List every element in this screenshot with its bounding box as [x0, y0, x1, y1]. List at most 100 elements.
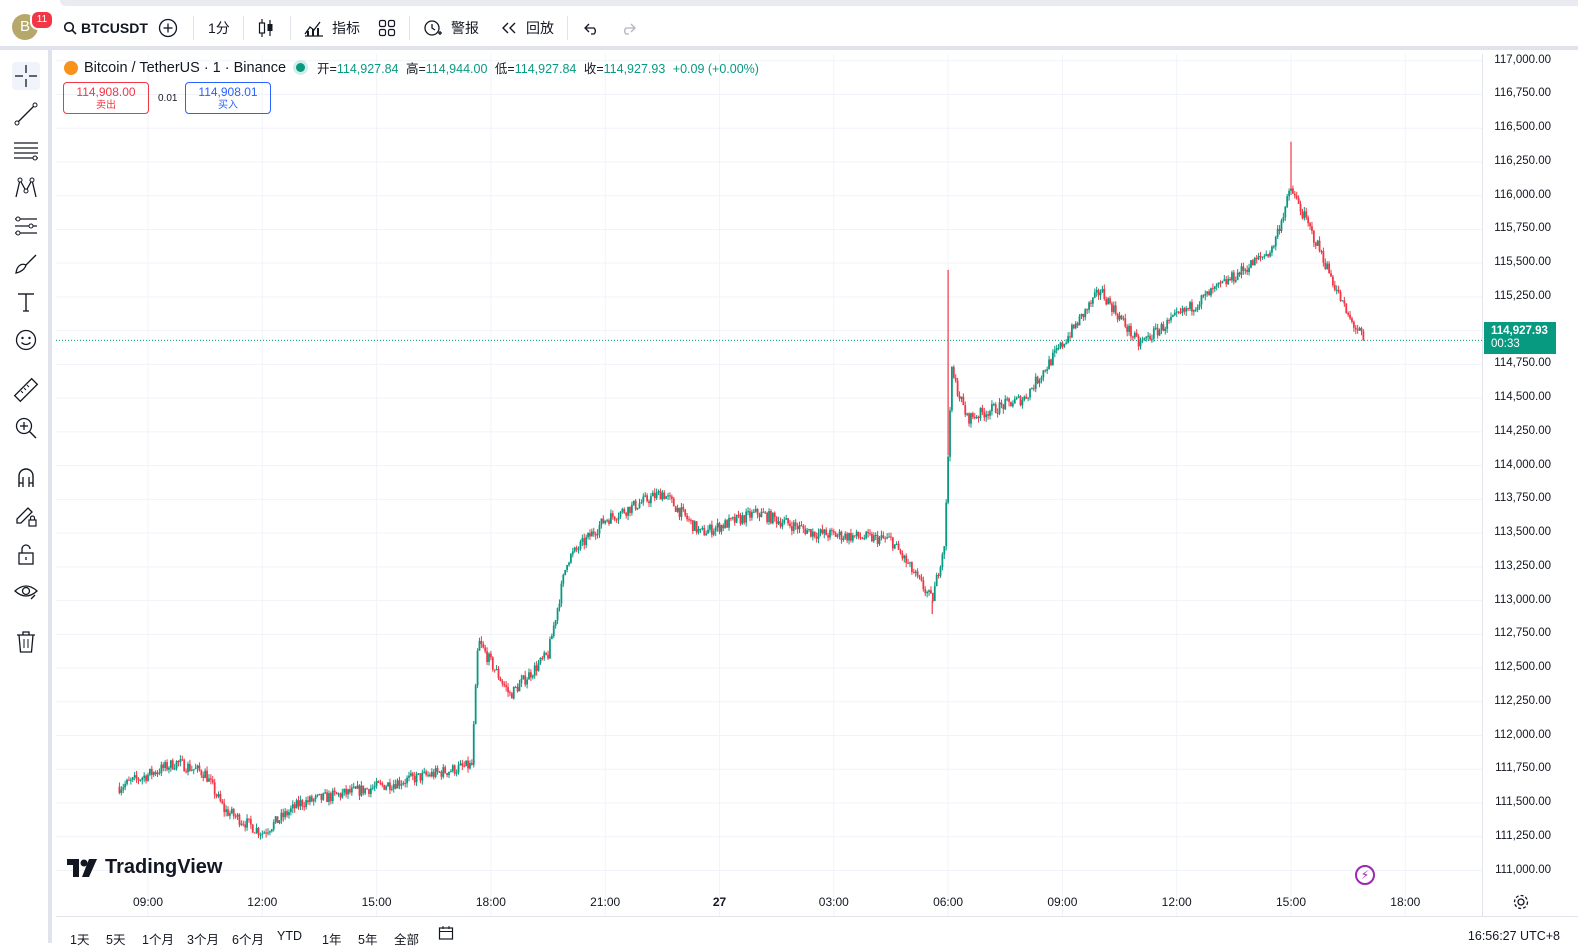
candle-body [564, 569, 567, 575]
candle-body [1236, 272, 1239, 280]
candle-body [1063, 343, 1066, 347]
candle-body [1154, 327, 1157, 329]
candle-body [931, 593, 934, 601]
range-button[interactable]: 1个月 [142, 933, 174, 947]
candle-body [994, 404, 997, 413]
magnet-tool[interactable] [12, 464, 40, 492]
candle-body [1112, 305, 1115, 312]
candle-body [1280, 220, 1283, 231]
range-button[interactable]: YTD [277, 929, 302, 943]
range-button[interactable]: 5天 [106, 933, 126, 947]
candle-body [213, 782, 216, 795]
price-tick-label: 112,000.00 [1494, 728, 1551, 741]
chart-settings-button[interactable] [1512, 893, 1530, 916]
candle-body [573, 547, 576, 552]
candle-body [126, 779, 128, 784]
interval-button[interactable]: 1分 [208, 20, 230, 36]
candle-body [726, 520, 729, 528]
candle-body [1307, 217, 1310, 224]
candle-body [1133, 332, 1136, 338]
ohlc-values: 开=114,927.84 高=114,944.00 低=114,927.84 收… [317, 58, 763, 77]
candle-body [427, 774, 429, 776]
emoji-tool[interactable] [12, 326, 40, 354]
layouts-button[interactable] [378, 14, 396, 42]
range-button[interactable]: 1年 [322, 933, 342, 947]
zoom-tool[interactable] [12, 414, 40, 442]
candle-body [470, 762, 473, 765]
candle-body [301, 800, 304, 807]
candle-body [1227, 278, 1230, 285]
candle-body [198, 765, 201, 771]
range-button[interactable]: 3个月 [187, 933, 219, 947]
brush-tool[interactable] [12, 250, 40, 278]
candle-body [1358, 328, 1361, 331]
candle-body [869, 533, 871, 535]
indicators-button[interactable]: 指标 [304, 14, 360, 42]
trend-line-tool[interactable] [12, 100, 40, 128]
timezone-clock[interactable]: 16:56:27 UTC+8 [1467, 929, 1560, 943]
candle-body [368, 789, 370, 794]
candle-body [602, 518, 605, 524]
candle-body [364, 788, 367, 794]
remove-drawings-tool[interactable] [12, 628, 40, 656]
high-label: 高= [405, 62, 426, 76]
forecast-tool[interactable] [12, 212, 40, 240]
candle-body [1023, 396, 1026, 401]
candle-body [703, 527, 706, 536]
range-button[interactable]: 全部 [394, 933, 420, 947]
candle-body [251, 824, 254, 833]
candle-body [289, 808, 292, 812]
candle-body [964, 405, 967, 415]
alert-button[interactable]: 警报 [423, 14, 479, 42]
redo-button[interactable] [620, 14, 638, 42]
candle-body [411, 773, 414, 777]
crosshair-tool[interactable] [12, 62, 40, 90]
range-button[interactable]: 5年 [358, 933, 378, 947]
hide-drawings-tool[interactable] [12, 577, 40, 605]
candle-body [970, 413, 972, 424]
candle-body [558, 603, 561, 609]
range-button[interactable]: 1天 [70, 933, 90, 947]
candle-body [632, 500, 635, 505]
pattern-tool[interactable] [12, 174, 40, 202]
chart-type-button[interactable] [257, 14, 275, 42]
candle-body [853, 535, 856, 537]
text-tool[interactable] [12, 288, 40, 316]
text-icon [18, 293, 34, 312]
price-axis[interactable]: 117,000.00 116,750.00 116,500.00 116,250.00… [1482, 54, 1563, 916]
range-button[interactable]: 6个月 [232, 933, 264, 947]
candle-body [526, 679, 528, 685]
tradingview-logo[interactable]: TradingView [67, 856, 222, 879]
candle-body [1206, 291, 1209, 294]
measure-tool[interactable] [12, 376, 40, 404]
candle-body [928, 590, 930, 592]
lock-all-tool[interactable] [12, 540, 40, 568]
time-tick-label: 06:00 [933, 895, 964, 909]
price-chart[interactable] [56, 54, 1482, 916]
candle-body [1051, 352, 1054, 366]
undo-button[interactable] [582, 14, 600, 42]
symbol-search-button[interactable]: BTCUSDT [63, 14, 148, 42]
candle-body [297, 800, 300, 807]
calendar-icon[interactable] [438, 925, 454, 944]
candle-body [314, 795, 317, 800]
candle-body [400, 784, 403, 786]
candle-body [1147, 335, 1150, 337]
candle-body [200, 770, 203, 776]
candle-body [394, 784, 397, 789]
candle-body [305, 800, 308, 808]
candle-body [1145, 336, 1148, 339]
candle-body [474, 685, 477, 725]
buy-button[interactable]: 114,908.01 买入 [185, 82, 271, 114]
time-axis[interactable]: 09:00 12:00 15:00 18:00 21:00 27 03:00 06:00 09:… [56, 885, 1482, 915]
lightning-icon[interactable]: ⚡ [1355, 865, 1375, 885]
sell-button[interactable]: 114,908.00 卖出 [63, 82, 149, 114]
candle-body [1095, 289, 1098, 293]
fib-tool[interactable] [12, 137, 40, 165]
compare-add-button[interactable] [158, 14, 178, 42]
candle-body [415, 773, 418, 783]
candle-body [1040, 377, 1043, 381]
candle-body [989, 411, 991, 416]
replay-button[interactable]: 回放 [500, 14, 554, 42]
lock-drawing-tool[interactable] [12, 502, 40, 530]
